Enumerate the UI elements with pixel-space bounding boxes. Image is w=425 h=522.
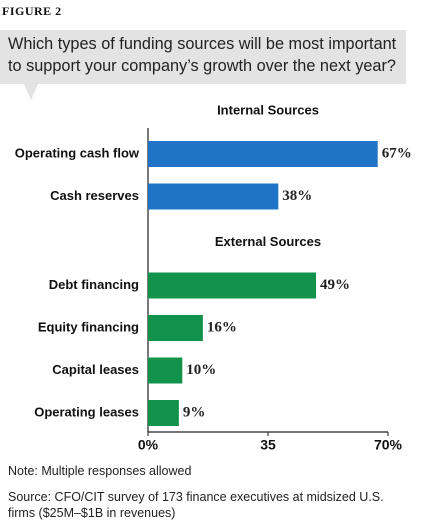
bar xyxy=(148,183,279,210)
x-tick-label: 35 xyxy=(260,437,276,453)
x-tick-label: 0% xyxy=(138,437,159,453)
value-label: 9% xyxy=(183,404,206,420)
category-label: Debt financing xyxy=(49,277,139,292)
x-tick-label: 70% xyxy=(374,437,403,453)
bar xyxy=(148,272,316,299)
bubble-tail xyxy=(24,84,38,100)
chart: 0% 35 70% Internal Sources Operating cash fl… xyxy=(15,102,412,453)
bar xyxy=(148,141,378,167)
source: Source: CFO/CIT survey of 173 finance ex… xyxy=(8,490,384,520)
bar xyxy=(148,400,179,426)
value-label: 49% xyxy=(320,277,350,293)
bar xyxy=(148,315,203,341)
bar xyxy=(148,357,183,384)
value-label: 38% xyxy=(282,188,312,204)
value-label: 16% xyxy=(207,319,237,335)
category-label: Capital leases xyxy=(52,362,139,377)
group-label: Internal Sources xyxy=(217,102,319,117)
category-label: Cash reserves xyxy=(50,188,139,203)
category-label: Equity financing xyxy=(38,319,139,334)
category-label: Operating leases xyxy=(34,404,139,419)
chart-title: Which types of funding sources will be m… xyxy=(0,30,406,84)
value-label: 10% xyxy=(186,362,216,378)
value-label: 67% xyxy=(382,145,412,161)
figure-label: FIGURE 2 xyxy=(2,4,62,18)
note: Note: Multiple responses allowed xyxy=(8,464,192,478)
group-label: External Sources xyxy=(215,234,321,249)
category-label: Operating cash flow xyxy=(15,145,140,160)
